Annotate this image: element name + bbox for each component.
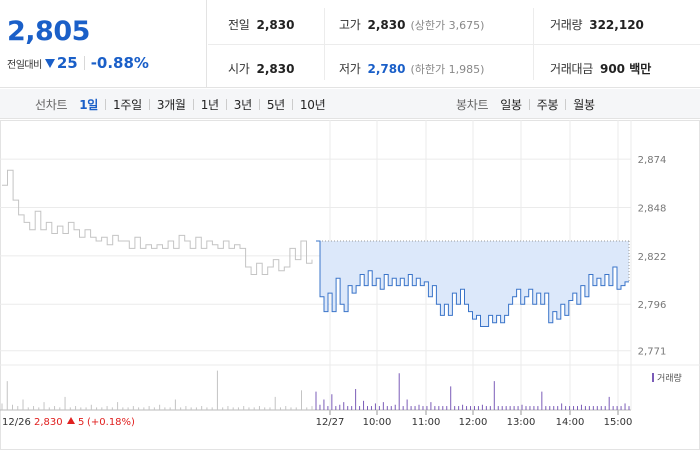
stat-value: 2,830	[256, 62, 295, 76]
change-label: 전일대비	[7, 59, 42, 71]
stat-value: 2,830	[367, 18, 406, 32]
stat-value: 2,830	[256, 18, 295, 32]
stat-volume: 거래량 322,120	[550, 16, 644, 33]
current-price: 2,805	[7, 16, 90, 47]
stat-low: 저가 2,780 (하한가 1,985)	[339, 60, 484, 77]
y-tick-label: 2,848	[638, 204, 667, 215]
stat-label: 전일	[228, 18, 250, 32]
x-tick-label: 12:00	[459, 417, 488, 428]
x-tick-label: 12/27	[316, 417, 345, 428]
x-tick-label: 15:00	[604, 417, 633, 428]
prev-day-line	[2, 169, 313, 275]
stat-label: 시가	[228, 62, 250, 76]
candle-chart-title: 봉차트	[456, 97, 489, 112]
today-area-fill	[316, 240, 629, 327]
tab-separator	[192, 98, 194, 110]
tab-separator	[258, 98, 260, 110]
down-arrow-icon	[44, 58, 55, 68]
stock-summary: 2,805 전일대비 25 -0.88% 전일 2,830 시가 2,830 고…	[0, 0, 700, 88]
stat-prev-close: 전일 2,830	[228, 16, 294, 33]
today-line	[316, 240, 629, 327]
stat-high: 고가 2,830 (상한가 3,675)	[339, 16, 484, 33]
tab-line-period-3[interactable]: 1년	[200, 97, 219, 112]
tab-line-period-6[interactable]: 10년	[299, 97, 326, 112]
y-tick-label: 2,771	[638, 347, 667, 358]
tab-candle-period-0[interactable]: 일봉	[500, 97, 522, 112]
prev-day-date: 12/26	[2, 417, 31, 428]
tab-candle-period-2[interactable]: 월봉	[573, 97, 595, 112]
change-divider	[83, 56, 85, 70]
tab-line-period-1[interactable]: 1주일	[113, 97, 142, 112]
price-stats: 전일 2,830 시가 2,830 고가 2,830 (상한가 3,675) 저…	[208, 0, 700, 88]
lower-limit: (하한가 1,985)	[410, 63, 485, 76]
stat-open: 시가 2,830	[228, 60, 294, 77]
y-tick-label: 2,796	[638, 300, 667, 311]
chart-period-tabs: 선차트 1일 1주일 3개월 1년 3년 5년 10년 봉차트 일봉 주봉 월봉	[0, 89, 700, 119]
y-tick-label: 2,874	[638, 155, 667, 166]
prev-day-change: 5	[78, 417, 84, 428]
tab-separator	[105, 98, 107, 110]
upper-limit: (상한가 3,675)	[410, 19, 485, 32]
x-tick-label: 11:00	[412, 417, 441, 428]
x-tick-label: 10:00	[363, 417, 392, 428]
stat-amount: 거래대금 900 백만	[550, 60, 651, 77]
stat-label: 거래량	[550, 18, 583, 32]
price-chart: 2,874 2,848 2,822 2,796 2,771 12/27 10:00 11:00…	[0, 120, 700, 450]
tab-separator	[148, 98, 150, 110]
up-arrow-icon	[67, 417, 75, 424]
tab-separator	[291, 98, 293, 110]
prev-day-price: 2,830	[34, 417, 63, 428]
stat-label: 저가	[339, 62, 361, 76]
tab-separator	[225, 98, 227, 110]
change-percent: -0.88%	[90, 54, 149, 72]
prev-day-percent: (+0.18%)	[87, 417, 135, 428]
divider	[208, 44, 700, 45]
change-row: 전일대비 25 -0.88%	[7, 54, 149, 72]
tab-candle-period-1[interactable]: 주봉	[536, 97, 559, 112]
tab-line-period-5[interactable]: 5년	[266, 97, 285, 112]
stat-label: 거래대금	[550, 62, 593, 76]
price-chart-svg: 2,874 2,848 2,822 2,796 2,771 12/27 10:00 11:00…	[0, 120, 700, 450]
candle-chart-tabs: 봉차트 일봉 주봉 월봉	[456, 89, 595, 119]
tab-line-period-4[interactable]: 3년	[233, 97, 252, 112]
price-box: 2,805 전일대비 25 -0.88%	[0, 0, 207, 88]
stat-label: 고가	[339, 18, 361, 32]
volume-legend-label: 거래량	[657, 372, 682, 384]
change-amount: 25	[56, 54, 78, 72]
line-chart-tabs: 선차트 1일 1주일 3개월 1년 3년 5년 10년	[35, 89, 326, 119]
x-tick-label: 13:00	[507, 417, 536, 428]
stat-value: 2,780	[367, 62, 406, 76]
line-chart-title: 선차트	[35, 97, 68, 112]
tab-line-period-2[interactable]: 3개월	[156, 97, 186, 112]
tab-separator	[528, 98, 530, 110]
tab-separator	[565, 98, 567, 110]
tab-line-period-0[interactable]: 1일	[79, 97, 99, 112]
y-tick-label: 2,822	[638, 252, 667, 263]
x-tick-label: 14:00	[556, 417, 585, 428]
stat-value: 900 백만	[599, 62, 652, 76]
volume-legend-swatch	[652, 373, 654, 382]
stat-value: 322,120	[589, 18, 644, 32]
